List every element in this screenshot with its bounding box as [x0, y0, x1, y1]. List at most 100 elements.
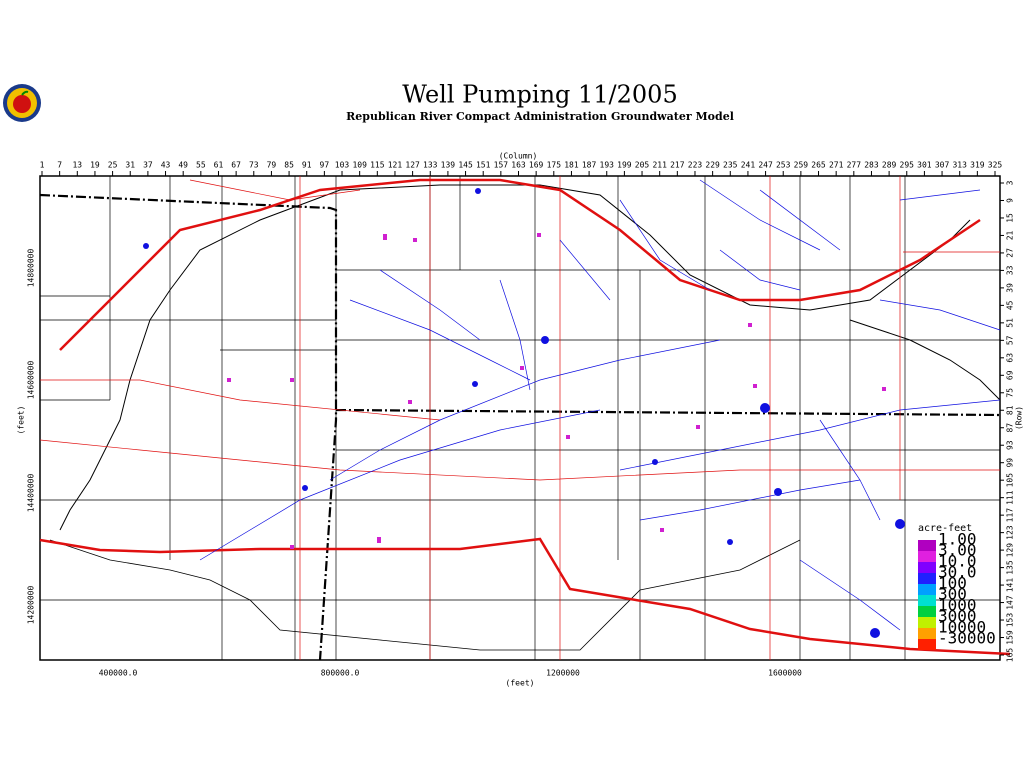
column-tick-label: 31 — [125, 161, 135, 170]
column-tick-label: 61 — [214, 161, 224, 170]
x-feet-tick-label: 1200000 — [546, 669, 580, 678]
legend-swatch — [918, 639, 936, 650]
y-feet-axis-label: (feet) — [17, 406, 26, 435]
column-tick-label: 7 — [57, 161, 62, 170]
column-tick-label: 241 — [741, 161, 756, 170]
row-tick-label: 75 — [1006, 388, 1015, 398]
column-tick-label: 109 — [352, 161, 367, 170]
column-tick-label: 283 — [864, 161, 879, 170]
column-tick-label: 25 — [108, 161, 118, 170]
y-feet-tick-label: 14600000 — [27, 361, 36, 400]
row-tick-label: 123 — [1006, 525, 1015, 540]
subtitle: Republican River Compact Administration … — [346, 110, 734, 123]
y-feet-tick-label: 14800000 — [27, 249, 36, 288]
column-tick-label: 271 — [829, 161, 844, 170]
x-feet-tick-label: 1600000 — [768, 669, 802, 678]
column-tick-label: 187 — [582, 161, 597, 170]
legend-swatch — [918, 584, 936, 595]
column-tick-label: 43 — [161, 161, 171, 170]
legend-label: 3000 — [938, 607, 977, 626]
legend: acre-feet — [918, 523, 972, 534]
column-tick-label: 127 — [405, 161, 420, 170]
column-tick-label: 55 — [196, 161, 206, 170]
column-tick-label: 145 — [458, 161, 473, 170]
column-tick-label: 223 — [688, 161, 703, 170]
row-tick-label: 69 — [1006, 370, 1015, 380]
row-tick-label: 33 — [1006, 265, 1015, 275]
column-tick-label: 97 — [320, 161, 330, 170]
row-tick-label: 9 — [1006, 198, 1015, 203]
y-feet-tick-label: 14400000 — [27, 474, 36, 513]
legend-label: 100 — [938, 574, 967, 593]
row-tick-label: 99 — [1006, 458, 1015, 468]
row-tick-label: 165 — [1006, 648, 1015, 663]
column-tick-label: 205 — [635, 161, 650, 170]
column-tick-label: 307 — [935, 161, 950, 170]
legend-swatch — [918, 617, 936, 628]
column-tick-label: 103 — [335, 161, 350, 170]
legend-swatch — [918, 540, 936, 551]
x-feet-tick-label: 400000.0 — [99, 669, 138, 678]
legend-swatch — [918, 628, 936, 639]
column-tick-label: 265 — [811, 161, 826, 170]
legend-title: acre-feet — [918, 523, 972, 534]
row-tick-label: 15 — [1006, 213, 1015, 223]
column-tick-label: 199 — [617, 161, 632, 170]
legend-label: 300 — [938, 585, 967, 604]
row-tick-label: 105 — [1006, 473, 1015, 488]
column-tick-label: 259 — [794, 161, 809, 170]
x-feet-axis-label: (feet) — [506, 679, 535, 688]
column-tick-label: 313 — [952, 161, 967, 170]
column-tick-label: 169 — [529, 161, 544, 170]
row-tick-label: 51 — [1006, 318, 1015, 328]
column-tick-label: 115 — [370, 161, 385, 170]
column-tick-label: 289 — [882, 161, 897, 170]
column-tick-label: 229 — [705, 161, 720, 170]
column-axis-label: (Column) — [499, 152, 538, 161]
column-tick-label: 175 — [547, 161, 562, 170]
row-tick-label: 27 — [1006, 248, 1015, 258]
row-tick-label: 159 — [1006, 630, 1015, 645]
logo — [3, 84, 41, 122]
row-tick-label: 153 — [1006, 613, 1015, 628]
column-tick-label: 325 — [988, 161, 1003, 170]
row-tick-label: 111 — [1006, 490, 1015, 505]
column-tick-label: 19 — [90, 161, 100, 170]
column-tick-label: 73 — [249, 161, 259, 170]
y-feet-tick-label: 14200000 — [27, 586, 36, 625]
column-tick-label: 253 — [776, 161, 791, 170]
row-tick-label: 81 — [1006, 405, 1015, 415]
column-tick-label: 157 — [494, 161, 509, 170]
row-tick-label: 141 — [1006, 578, 1015, 593]
column-tick-label: 217 — [670, 161, 685, 170]
legend-label: 1000 — [938, 596, 977, 615]
legend-swatch — [918, 551, 936, 562]
column-tick-label: 247 — [758, 161, 773, 170]
column-tick-label: 37 — [143, 161, 153, 170]
column-tick-label: 139 — [441, 161, 456, 170]
column-tick-label: 151 — [476, 161, 491, 170]
column-tick-label: 295 — [900, 161, 915, 170]
legend-label: 10.0 — [938, 552, 977, 571]
row-tick-label: 63 — [1006, 353, 1015, 363]
column-tick-label: 91 — [302, 161, 312, 170]
column-tick-label: 1 — [40, 161, 45, 170]
legend-swatch — [918, 595, 936, 606]
legend-swatch — [918, 606, 936, 617]
column-tick-label: 193 — [600, 161, 615, 170]
x-feet-tick-label: 800000.0 — [321, 669, 360, 678]
row-tick-label: 135 — [1006, 560, 1015, 575]
column-tick-label: 133 — [423, 161, 438, 170]
legend-swatch — [918, 573, 936, 584]
column-tick-label: 85 — [284, 161, 294, 170]
legend-label: -30000 — [938, 629, 996, 648]
row-tick-label: 39 — [1006, 283, 1015, 293]
column-tick-label: 301 — [917, 161, 932, 170]
legend-label: 1.00 — [938, 530, 977, 549]
row-tick-label: 45 — [1006, 300, 1015, 310]
row-tick-label: 87 — [1006, 423, 1015, 433]
row-tick-label: 57 — [1006, 335, 1015, 345]
column-tick-label: 319 — [970, 161, 985, 170]
map-frame — [39, 175, 1011, 661]
